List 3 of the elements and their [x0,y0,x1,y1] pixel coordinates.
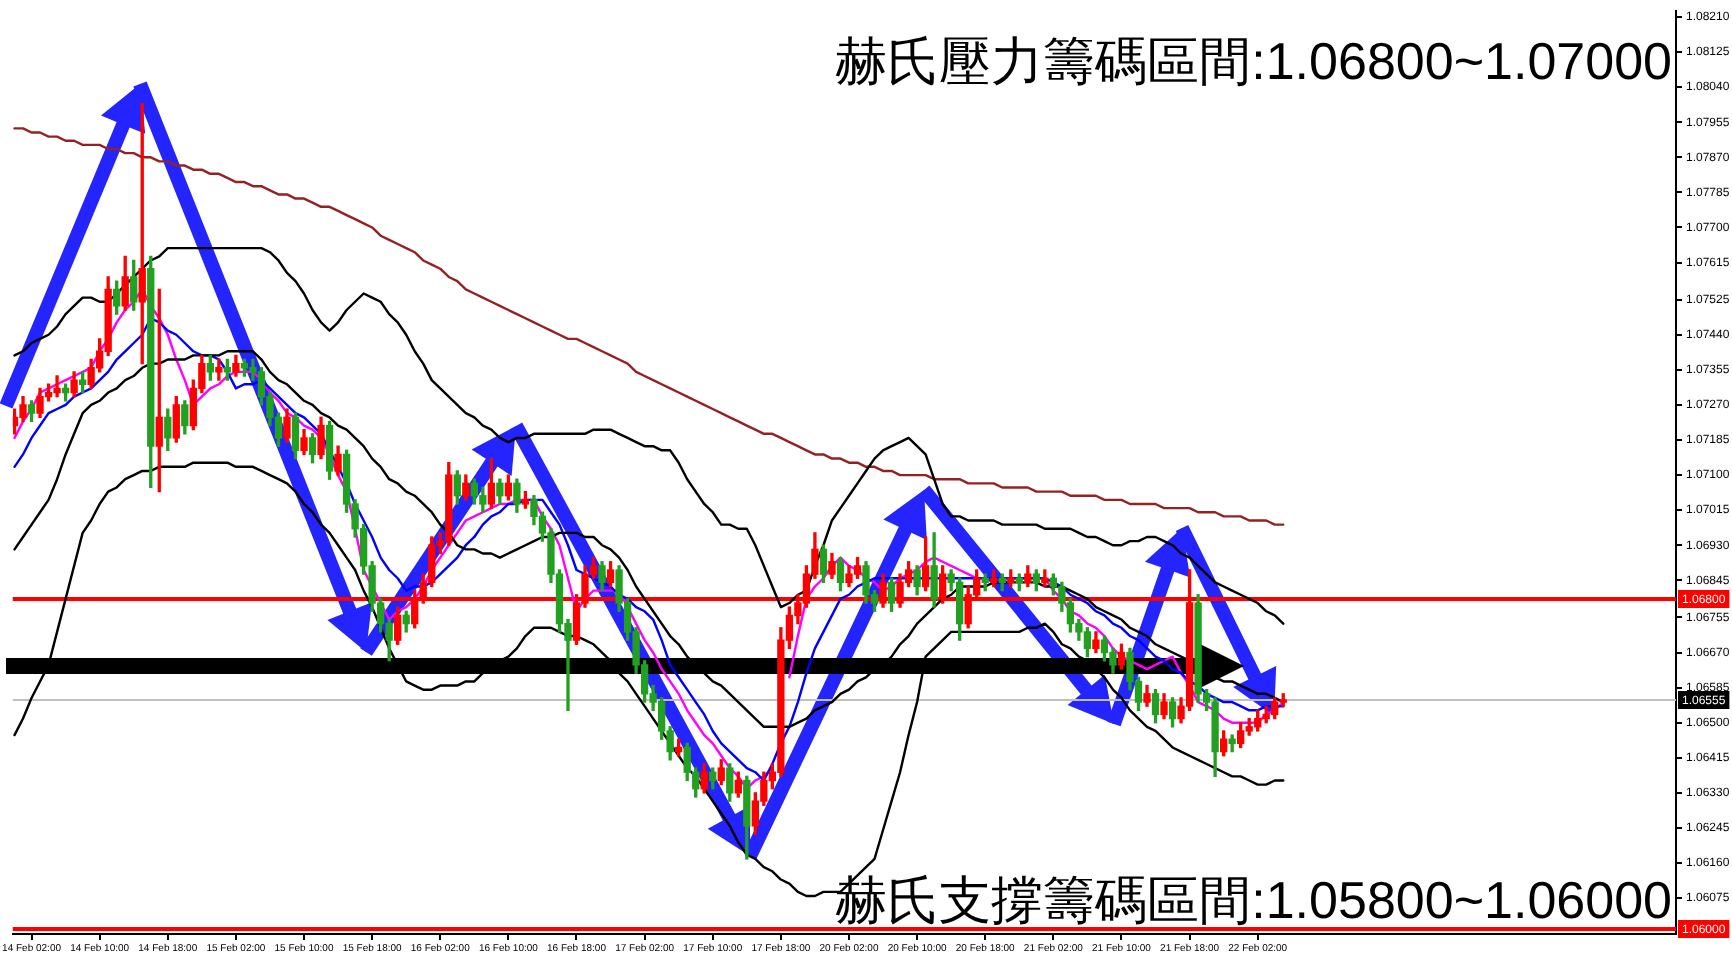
annotation: 赫氏壓力籌碼區間:1.06800~1.07000 [835,31,1672,92]
candlestick [53,375,61,398]
annotation: 赫氏支撐籌碼區間:1.05800~1.06000 [835,870,1672,930]
